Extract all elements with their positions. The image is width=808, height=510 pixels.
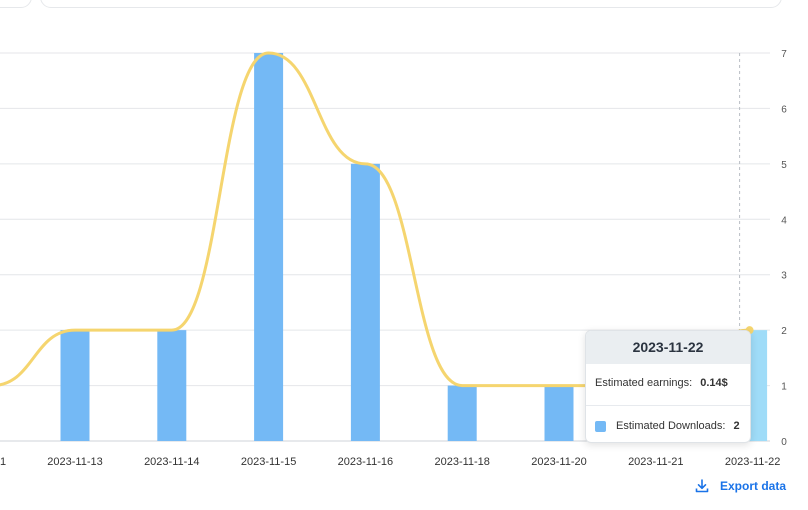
export-data-label: Export data <box>720 479 787 493</box>
bar-2023-11-13 <box>60 330 90 441</box>
y-tick-label: 5 <box>781 160 787 171</box>
y-tick-label: 2 <box>781 326 787 337</box>
x-tick-label: 2023-11-14 <box>144 456 199 468</box>
downloads-swatch <box>595 420 606 432</box>
y-tick-label: 3 <box>781 271 787 282</box>
y-tick-label: 0 <box>781 437 787 448</box>
x-tick-label-partial: 1 <box>0 456 6 468</box>
x-tick-label: 2023-11-13 <box>47 456 102 468</box>
bar-2023-11-16 <box>350 163 380 441</box>
tooltip-downloads-label: Estimated Downloads: <box>616 420 726 432</box>
x-tick-label: 2023-11-18 <box>434 456 489 468</box>
y-tick-label: 7 <box>781 49 787 60</box>
tooltip-earnings-row: Estimated earnings: 0.14$ <box>586 364 750 406</box>
y-tick-label: 1 <box>781 382 787 393</box>
bar-2023-11-20 <box>544 385 574 441</box>
tooltip-earnings-value: 0.14$ <box>700 377 728 389</box>
tooltip-downloads-row: Estimated Downloads: 2 <box>586 406 750 432</box>
bar-2023-11-15 <box>254 53 284 441</box>
x-tick-label: 2023-11-15 <box>241 456 296 468</box>
x-tick-label: 2023-11-21 <box>628 456 683 468</box>
tooltip-date: 2023-11-22 <box>586 331 750 364</box>
x-tick-label: 2023-11-16 <box>338 456 393 468</box>
y-tick-label: 4 <box>781 215 787 226</box>
download-icon <box>695 479 709 493</box>
x-tick-label: 2023-11-22 <box>725 456 780 468</box>
y-tick-label: 6 <box>781 104 787 115</box>
chart-tooltip: 2023-11-22 Estimated earnings: 0.14$ Esti… <box>585 330 751 443</box>
bar-2023-11-18 <box>447 385 477 441</box>
tooltip-downloads-value: 2 <box>733 420 740 432</box>
bar-2023-11-14 <box>157 330 187 441</box>
export-data-button[interactable]: Export data <box>694 478 786 494</box>
x-tick-label: 2023-11-20 <box>531 456 586 468</box>
tooltip-earnings-label: Estimated earnings: <box>595 377 693 389</box>
